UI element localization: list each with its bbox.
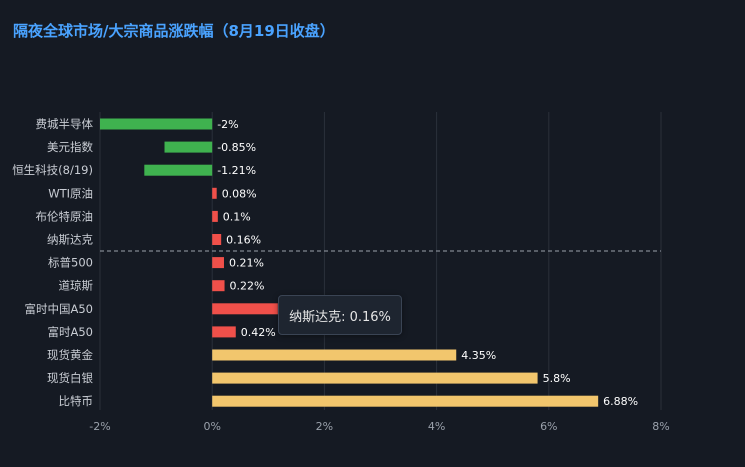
bar[interactable] [212,257,224,269]
category-label: 富时A50 [48,325,94,339]
bar[interactable] [164,141,213,153]
value-label: 0.08% [222,187,257,200]
bar[interactable] [212,280,225,292]
value-label: 4.35% [461,349,496,362]
category-label: 标普500 [48,256,93,270]
category-label: 恒生科技(8/19) [12,163,93,177]
grid-lines [99,112,662,410]
x-tick-label: 6% [540,420,557,433]
x-tick-label: 4% [428,420,445,433]
value-labels: -2% -0.85% -1.21% 0.08% 0.1% 0.16% 0.21% 0.22% 0… [217,118,638,408]
bar[interactable] [212,326,236,338]
category-label: 纳斯达克 [47,233,93,247]
bar[interactable] [100,118,213,130]
value-label: 0.21% [229,257,264,270]
bar[interactable] [212,372,538,384]
category-label: 现货白银 [47,371,93,385]
bars [100,118,599,407]
bar[interactable] [144,164,213,176]
value-label: -2% [217,118,238,131]
category-label: 富时中国A50 [25,302,94,316]
bar[interactable] [212,210,218,222]
category-label: 费城半导体 [36,117,94,131]
value-label: 5.8% [543,372,571,385]
x-axis-ticks: -2% 0% 2% 4% 6% 8% [89,420,669,433]
hover-tooltip: 纳斯达克: 0.16% [278,295,402,335]
value-label: -1.21% [217,164,256,177]
x-tick-label: 0% [203,420,220,433]
x-tick-label: 2% [316,420,333,433]
category-label: 布伦特原油 [36,209,94,223]
category-label: WTI原油 [48,186,93,200]
value-label: 0.16% [226,234,261,247]
value-label: 0.22% [230,280,265,293]
bar[interactable] [212,395,599,407]
bar[interactable] [212,303,278,315]
chart-title: 隔夜全球市场/大宗商品涨跌幅（8月19日收盘） [13,22,335,40]
category-label: 道琼斯 [59,279,94,293]
value-label: -0.85% [217,141,256,154]
value-label: 6.88% [603,395,638,408]
bar[interactable] [212,187,217,199]
value-label: 0.42% [241,326,276,339]
category-label: 现货黄金 [47,348,93,362]
category-label: 美元指数 [47,140,93,154]
bar[interactable] [212,349,457,361]
x-tick-label: -2% [89,420,110,433]
category-label: 比特币 [59,394,94,408]
value-label: 0.1% [223,210,251,223]
x-tick-label: 8% [652,420,669,433]
bar[interactable] [212,234,222,245]
